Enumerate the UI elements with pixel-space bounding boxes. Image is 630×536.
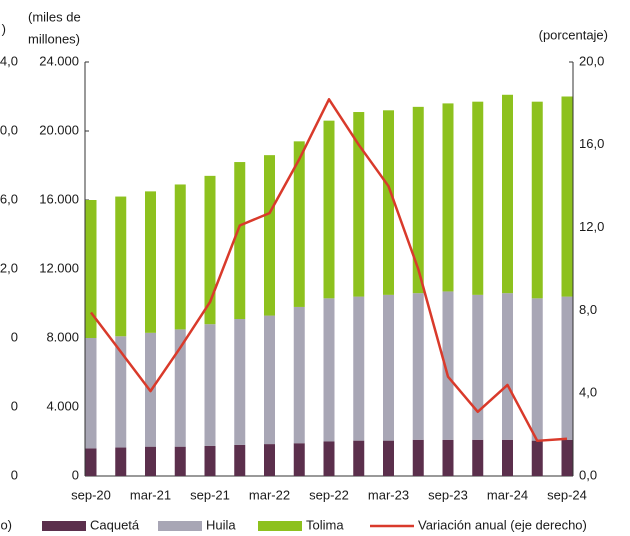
bar — [174, 184, 186, 330]
bar — [383, 440, 394, 476]
legend-label: Tolima — [306, 517, 344, 532]
y2-tick-label: 4,0 — [579, 385, 597, 400]
y-tick-label: 20.000 — [39, 122, 79, 137]
y3-tick-label: 0 — [11, 467, 18, 482]
legend-label: Huila — [206, 517, 236, 532]
cropped-text: ) — [2, 21, 6, 36]
bar — [412, 439, 424, 476]
bar — [353, 440, 365, 476]
bar — [204, 175, 216, 325]
bar — [412, 293, 424, 440]
bar — [383, 294, 394, 441]
y3-tick-label: 6,0 — [0, 191, 18, 206]
bar — [383, 110, 394, 295]
bar — [115, 336, 127, 448]
bar — [234, 162, 246, 320]
bar — [293, 141, 305, 307]
y-tick-label: 12.000 — [39, 260, 79, 275]
y2-tick-label: 16,0 — [579, 136, 604, 151]
bar — [561, 96, 573, 297]
bar — [412, 106, 424, 294]
bar — [293, 443, 305, 476]
bar — [442, 439, 454, 476]
bar — [234, 319, 246, 445]
bar — [174, 329, 186, 447]
bar — [531, 101, 543, 299]
y3-tick-label: 4,0 — [0, 53, 18, 68]
bar — [85, 338, 97, 449]
bar — [502, 439, 513, 476]
bar — [561, 296, 573, 440]
y-tick-label: 0 — [72, 467, 79, 482]
bar — [561, 439, 573, 476]
cropped-text: o) — [0, 517, 12, 532]
bar — [145, 446, 156, 476]
bar — [353, 112, 365, 297]
bar — [353, 296, 365, 441]
y-tick-label: 8.000 — [46, 329, 79, 344]
bar — [145, 191, 156, 333]
y3-tick-label: 0 — [11, 329, 18, 344]
x-tick-label: mar-23 — [368, 487, 409, 502]
bar — [234, 444, 246, 476]
bar — [442, 103, 454, 292]
bar — [502, 94, 513, 294]
bar — [502, 293, 513, 440]
bar — [174, 446, 186, 476]
x-tick-label: sep-20 — [71, 487, 111, 502]
bar — [472, 439, 484, 476]
legend-swatch — [158, 521, 202, 531]
x-tick-label: mar-21 — [130, 487, 171, 502]
y3-tick-label: 0,0 — [0, 122, 18, 137]
bar — [115, 196, 127, 337]
y3-tick-label: 0 — [11, 398, 18, 413]
x-tick-label: sep-21 — [190, 487, 230, 502]
y2-tick-label: 0,0 — [579, 467, 597, 482]
bar — [323, 120, 335, 299]
bar — [204, 324, 216, 446]
bar — [323, 441, 335, 476]
y3-tick-label: 2,0 — [0, 260, 18, 275]
bar — [204, 445, 216, 476]
line-series — [90, 98, 568, 443]
legend-swatch — [42, 521, 86, 531]
legend-label: Caquetá — [90, 517, 140, 532]
x-tick-label: sep-22 — [309, 487, 349, 502]
bar — [531, 298, 543, 441]
y-tick-label: 4.000 — [46, 398, 79, 413]
bar — [85, 200, 97, 338]
bar — [472, 101, 484, 295]
bar — [472, 294, 484, 440]
x-tick-label: mar-22 — [249, 487, 290, 502]
x-tick-label: sep-23 — [428, 487, 468, 502]
y-tick-label: 16.000 — [39, 191, 79, 206]
y2-tick-label: 12,0 — [579, 219, 604, 234]
bar — [531, 440, 543, 476]
bar — [85, 448, 97, 476]
bar — [293, 306, 305, 444]
bar — [115, 447, 127, 476]
bar — [264, 155, 275, 316]
x-tick-label: sep-24 — [547, 487, 587, 502]
bar — [264, 444, 275, 476]
y-tick-label: 24.000 — [39, 53, 79, 68]
bar — [442, 291, 454, 440]
bar — [323, 298, 335, 442]
y2-tick-label: 20,0 — [579, 53, 604, 68]
y-axis-title: millones) — [28, 31, 80, 46]
legend-swatch — [258, 521, 302, 531]
y-axis-title: (miles de — [28, 9, 81, 24]
bar — [264, 315, 275, 445]
x-tick-label: mar-24 — [487, 487, 528, 502]
y2-tick-label: 8,0 — [579, 302, 597, 317]
y2-axis-title: (porcentaje) — [539, 27, 608, 42]
legend-label: Variación anual (eje derecho) — [418, 517, 587, 532]
